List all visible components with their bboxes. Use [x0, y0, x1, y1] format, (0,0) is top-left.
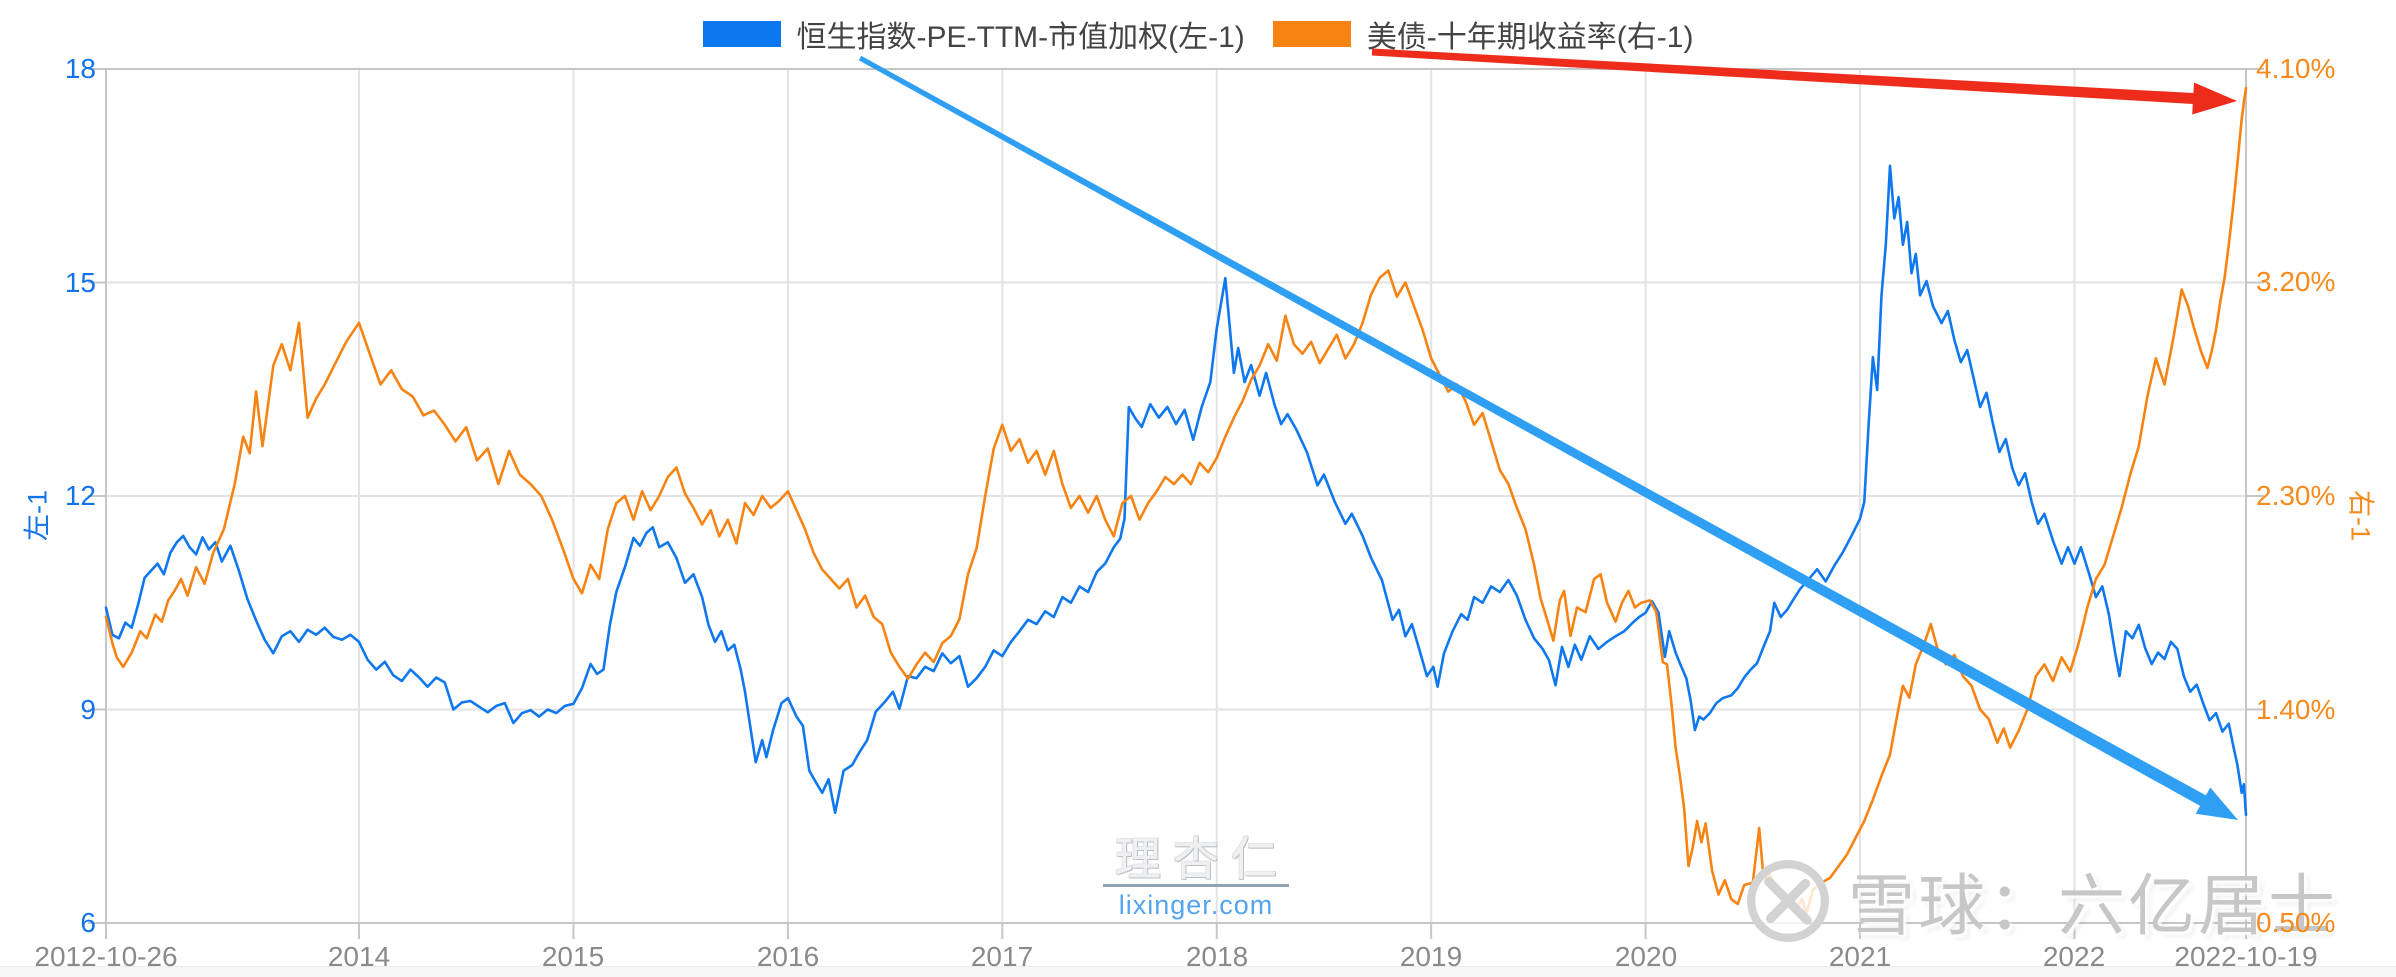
legend-item-us10y[interactable]: 美债-十年期收益率(右-1) [1272, 12, 1694, 56]
right-tick-3.20%: 3.20% [2256, 266, 2336, 297]
right-tick-2.30%: 2.30% [2256, 480, 2336, 511]
legend: 恒生指数-PE-TTM-市值加权(左-1) 美债-十年期收益率(右-1) [0, 12, 2396, 56]
legend-item-hsi-pe[interactable]: 恒生指数-PE-TTM-市值加权(左-1) [702, 12, 1245, 56]
lixinger-watermark: 理杏仁 lixinger.com [1103, 836, 1289, 921]
left-tick-15: 15 [64, 267, 96, 298]
bottom-strip [0, 966, 2396, 977]
x-tick-2016: 2016 [756, 941, 820, 972]
xueqiu-author-watermark: 雪球：六亿居士 [1848, 869, 2338, 944]
left-tick-12: 12 [64, 480, 96, 511]
right-axis-title: 右-1 [2345, 489, 2376, 541]
lixinger-domain-watermark: lixinger.com [1118, 890, 1274, 920]
legend-label-us10y: 美债-十年期收益率(右-1) [1366, 21, 1694, 54]
xueqiu-watermark: 雪球：六亿居士 [1742, 852, 2338, 949]
us10y-series-swatch [1272, 21, 1351, 47]
left-tick-18: 18 [64, 53, 96, 84]
x-tick-2022-10-19: 2022-10-19 [2174, 941, 2318, 972]
x-tick-2020: 2020 [1614, 941, 1678, 972]
xueqiu-snowball-icon [1747, 859, 1829, 942]
right-tick-1.40%: 1.40% [2256, 694, 2336, 725]
x-tick-2019: 2019 [1399, 941, 1463, 972]
left-tick-6: 6 [80, 907, 96, 938]
x-tick-2018: 2018 [1185, 941, 1249, 972]
x-tick-2015: 2015 [541, 941, 605, 972]
x-tick-2012-10-26: 2012-10-26 [34, 941, 178, 972]
x-tick-2017: 2017 [970, 941, 1034, 972]
x-tick-2022: 2022 [2042, 941, 2106, 972]
right-tick-0.50%: 0.50% [2256, 907, 2336, 938]
left-tick-9: 9 [80, 694, 96, 725]
lixinger-brand-watermark: 理杏仁 [1103, 836, 1289, 887]
right-tick-4.10%: 4.10% [2256, 53, 2336, 84]
hsi-pe-series-swatch [702, 21, 781, 47]
left-axis-title: 左-1 [22, 490, 53, 542]
us10y-line-series [104, 86, 2248, 915]
legend-label-hsi-pe: 恒生指数-PE-TTM-市值加权(左-1) [796, 21, 1245, 54]
x-tick-2021: 2021 [1828, 941, 1892, 972]
hsi-pe-line-series [104, 164, 2248, 817]
x-tick-2014: 2014 [327, 941, 391, 972]
